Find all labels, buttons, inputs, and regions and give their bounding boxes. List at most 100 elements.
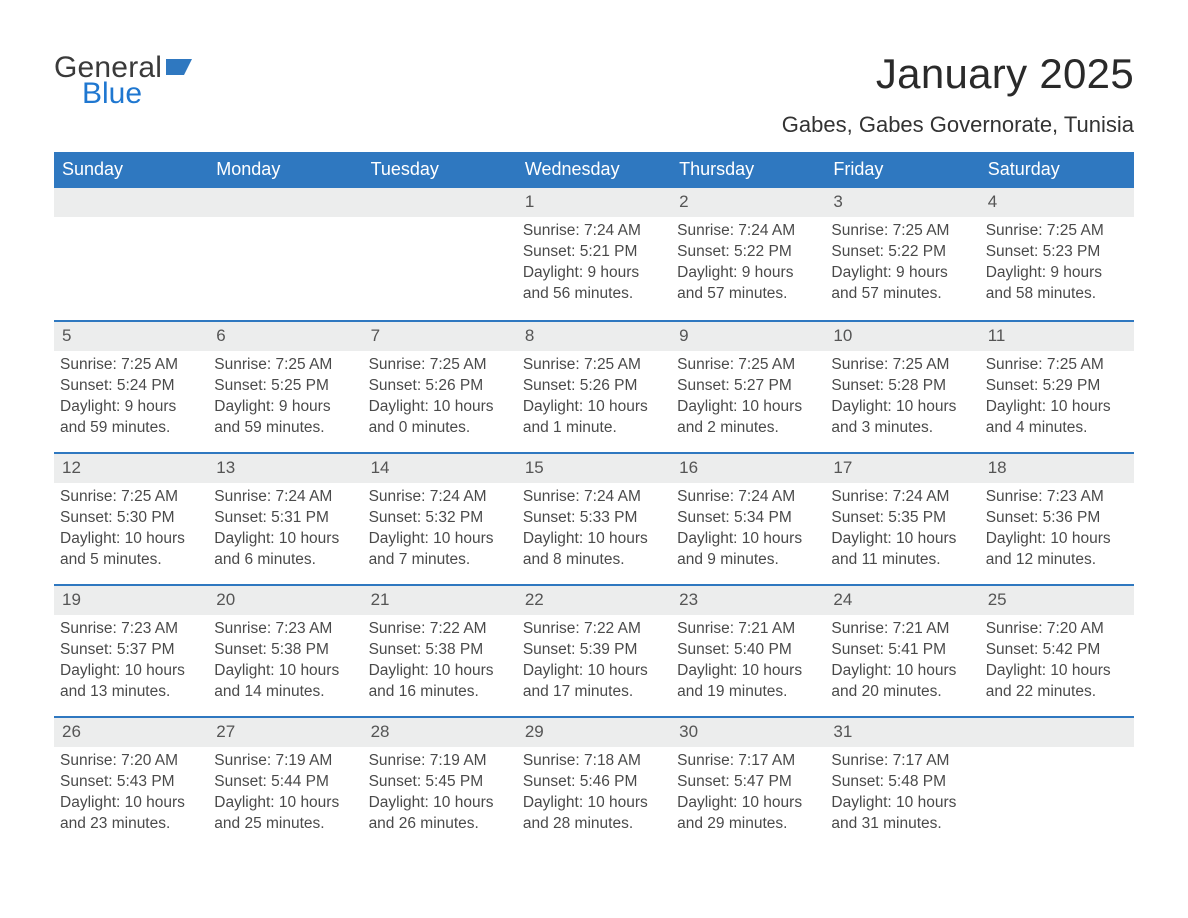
logo: General Blue bbox=[54, 52, 196, 109]
day-number: 13 bbox=[208, 454, 362, 483]
day-number: 7 bbox=[363, 322, 517, 351]
daylight-line: Daylight: 9 hours and 59 minutes. bbox=[214, 397, 356, 439]
daylight-line: Daylight: 10 hours and 2 minutes. bbox=[677, 397, 819, 439]
sunrise-line: Sunrise: 7:25 AM bbox=[831, 221, 973, 242]
day-cell: 26Sunrise: 7:20 AMSunset: 5:43 PMDayligh… bbox=[54, 718, 208, 848]
sunset-line: Sunset: 5:46 PM bbox=[523, 772, 665, 793]
sunrise-line: Sunrise: 7:25 AM bbox=[214, 355, 356, 376]
daylight-line: Daylight: 10 hours and 6 minutes. bbox=[214, 529, 356, 571]
dow-monday: Monday bbox=[208, 152, 362, 188]
daylight-line: Daylight: 9 hours and 59 minutes. bbox=[60, 397, 202, 439]
sunset-line: Sunset: 5:26 PM bbox=[523, 376, 665, 397]
day-number: 23 bbox=[671, 586, 825, 615]
week-row: 19Sunrise: 7:23 AMSunset: 5:37 PMDayligh… bbox=[54, 584, 1134, 716]
sunset-line: Sunset: 5:34 PM bbox=[677, 508, 819, 529]
sunrise-line: Sunrise: 7:25 AM bbox=[986, 221, 1128, 242]
day-number: 4 bbox=[980, 188, 1134, 217]
day-number: 21 bbox=[363, 586, 517, 615]
weeks-container: 1Sunrise: 7:24 AMSunset: 5:21 PMDaylight… bbox=[54, 188, 1134, 848]
calendar: SundayMondayTuesdayWednesdayThursdayFrid… bbox=[54, 152, 1134, 848]
sunrise-line: Sunrise: 7:25 AM bbox=[986, 355, 1128, 376]
daylight-line: Daylight: 10 hours and 31 minutes. bbox=[831, 793, 973, 835]
sunset-line: Sunset: 5:39 PM bbox=[523, 640, 665, 661]
day-cell-empty bbox=[54, 188, 208, 320]
day-cell: 10Sunrise: 7:25 AMSunset: 5:28 PMDayligh… bbox=[825, 322, 979, 452]
sunrise-line: Sunrise: 7:24 AM bbox=[523, 221, 665, 242]
sunset-line: Sunset: 5:21 PM bbox=[523, 242, 665, 263]
daylight-line: Daylight: 10 hours and 1 minute. bbox=[523, 397, 665, 439]
sunset-line: Sunset: 5:30 PM bbox=[60, 508, 202, 529]
daylight-line: Daylight: 10 hours and 29 minutes. bbox=[677, 793, 819, 835]
sunset-line: Sunset: 5:25 PM bbox=[214, 376, 356, 397]
location: Gabes, Gabes Governorate, Tunisia bbox=[782, 112, 1134, 138]
day-number: 11 bbox=[980, 322, 1134, 351]
day-number: 27 bbox=[208, 718, 362, 747]
day-number: 28 bbox=[363, 718, 517, 747]
logo-text: General Blue bbox=[54, 52, 196, 109]
sunrise-line: Sunrise: 7:19 AM bbox=[369, 751, 511, 772]
day-cell: 8Sunrise: 7:25 AMSunset: 5:26 PMDaylight… bbox=[517, 322, 671, 452]
sunrise-line: Sunrise: 7:17 AM bbox=[677, 751, 819, 772]
page-title: January 2025 bbox=[782, 50, 1134, 98]
daylight-line: Daylight: 9 hours and 57 minutes. bbox=[831, 263, 973, 305]
daylight-line: Daylight: 10 hours and 4 minutes. bbox=[986, 397, 1128, 439]
sunrise-line: Sunrise: 7:24 AM bbox=[831, 487, 973, 508]
daylight-line: Daylight: 10 hours and 19 minutes. bbox=[677, 661, 819, 703]
sunrise-line: Sunrise: 7:24 AM bbox=[523, 487, 665, 508]
week-row: 5Sunrise: 7:25 AMSunset: 5:24 PMDaylight… bbox=[54, 320, 1134, 452]
sunset-line: Sunset: 5:33 PM bbox=[523, 508, 665, 529]
dow-thursday: Thursday bbox=[671, 152, 825, 188]
sunset-line: Sunset: 5:42 PM bbox=[986, 640, 1128, 661]
sunrise-line: Sunrise: 7:20 AM bbox=[986, 619, 1128, 640]
day-cell: 6 Sunrise: 7:25 AMSunset: 5:25 PMDaylight… bbox=[208, 322, 362, 452]
week-row: 26Sunrise: 7:20 AMSunset: 5:43 PMDayligh… bbox=[54, 716, 1134, 848]
sunrise-line: Sunrise: 7:24 AM bbox=[677, 487, 819, 508]
sunset-line: Sunset: 5:40 PM bbox=[677, 640, 819, 661]
sunrise-line: Sunrise: 7:23 AM bbox=[60, 619, 202, 640]
day-number: 19 bbox=[54, 586, 208, 615]
day-number: 15 bbox=[517, 454, 671, 483]
day-cell: 22 Sunrise: 7:22 AMSunset: 5:39 PMDayligh… bbox=[517, 586, 671, 716]
sunrise-line: Sunrise: 7:23 AM bbox=[214, 619, 356, 640]
sunrise-line: Sunrise: 7:25 AM bbox=[523, 355, 665, 376]
day-cell: 21Sunrise: 7:22 AMSunset: 5:38 PMDayligh… bbox=[363, 586, 517, 716]
day-cell-empty bbox=[980, 718, 1134, 848]
sunrise-line: Sunrise: 7:25 AM bbox=[677, 355, 819, 376]
sunset-line: Sunset: 5:24 PM bbox=[60, 376, 202, 397]
day-number: 6 bbox=[208, 322, 362, 351]
sunrise-line: Sunrise: 7:24 AM bbox=[369, 487, 511, 508]
sunset-line: Sunset: 5:23 PM bbox=[986, 242, 1128, 263]
day-number: 17 bbox=[825, 454, 979, 483]
day-cell: 14Sunrise: 7:24 AMSunset: 5:32 PMDayligh… bbox=[363, 454, 517, 584]
daylight-line: Daylight: 10 hours and 14 minutes. bbox=[214, 661, 356, 703]
day-cell: 20 Sunrise: 7:23 AMSunset: 5:38 PMDayligh… bbox=[208, 586, 362, 716]
day-number: 2 bbox=[671, 188, 825, 217]
day-cell: 13Sunrise: 7:24 AMSunset: 5:31 PMDayligh… bbox=[208, 454, 362, 584]
day-number: 22 bbox=[517, 586, 671, 615]
sunrise-line: Sunrise: 7:22 AM bbox=[523, 619, 665, 640]
day-number bbox=[54, 188, 208, 217]
week-row: 12Sunrise: 7:25 AMSunset: 5:30 PMDayligh… bbox=[54, 452, 1134, 584]
daylight-line: Daylight: 10 hours and 11 minutes. bbox=[831, 529, 973, 571]
day-number bbox=[363, 188, 517, 217]
daylight-line: Daylight: 9 hours and 56 minutes. bbox=[523, 263, 665, 305]
day-cell: 25Sunrise: 7:20 AMSunset: 5:42 PMDayligh… bbox=[980, 586, 1134, 716]
day-number: 31 bbox=[825, 718, 979, 747]
dow-tuesday: Tuesday bbox=[363, 152, 517, 188]
sunset-line: Sunset: 5:47 PM bbox=[677, 772, 819, 793]
day-cell: 29Sunrise: 7:18 AMSunset: 5:46 PMDayligh… bbox=[517, 718, 671, 848]
day-cell: 11Sunrise: 7:25 AMSunset: 5:29 PMDayligh… bbox=[980, 322, 1134, 452]
daylight-line: Daylight: 10 hours and 17 minutes. bbox=[523, 661, 665, 703]
day-of-week-header: SundayMondayTuesdayWednesdayThursdayFrid… bbox=[54, 152, 1134, 188]
daylight-line: Daylight: 9 hours and 57 minutes. bbox=[677, 263, 819, 305]
sunrise-line: Sunrise: 7:24 AM bbox=[214, 487, 356, 508]
daylight-line: Daylight: 10 hours and 23 minutes. bbox=[60, 793, 202, 835]
dow-friday: Friday bbox=[825, 152, 979, 188]
day-number: 20 bbox=[208, 586, 362, 615]
dow-wednesday: Wednesday bbox=[517, 152, 671, 188]
day-number: 25 bbox=[980, 586, 1134, 615]
sunset-line: Sunset: 5:32 PM bbox=[369, 508, 511, 529]
sunset-line: Sunset: 5:22 PM bbox=[677, 242, 819, 263]
day-cell: 3Sunrise: 7:25 AMSunset: 5:22 PMDaylight… bbox=[825, 188, 979, 320]
sunset-line: Sunset: 5:38 PM bbox=[214, 640, 356, 661]
